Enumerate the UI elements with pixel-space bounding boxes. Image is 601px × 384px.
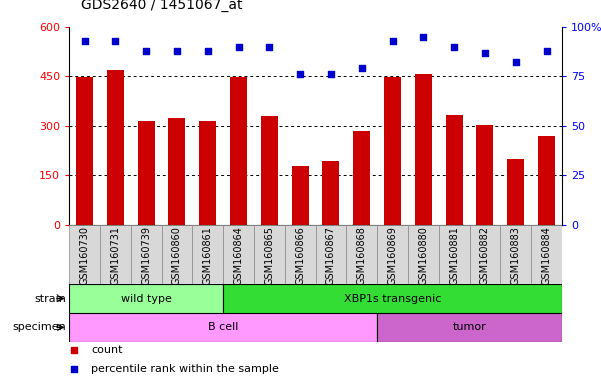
Bar xyxy=(415,74,432,225)
Text: GSM160864: GSM160864 xyxy=(234,227,243,285)
Bar xyxy=(254,225,285,284)
Bar xyxy=(200,121,216,225)
Text: XBP1s transgenic: XBP1s transgenic xyxy=(344,293,441,304)
Bar xyxy=(469,225,501,284)
Text: GSM160865: GSM160865 xyxy=(264,227,274,285)
Bar xyxy=(384,77,401,225)
Bar xyxy=(446,115,463,225)
Bar xyxy=(477,125,493,225)
Bar xyxy=(69,284,223,313)
Text: strain: strain xyxy=(34,293,66,304)
Point xyxy=(357,65,367,71)
Point xyxy=(234,44,243,50)
Point xyxy=(80,38,90,44)
Bar xyxy=(353,131,370,225)
Point xyxy=(356,120,365,126)
Point xyxy=(511,60,520,66)
Point xyxy=(450,44,459,50)
Point xyxy=(480,50,490,56)
Point xyxy=(203,48,213,54)
Bar xyxy=(316,225,346,284)
Point xyxy=(111,38,120,44)
Text: GSM160883: GSM160883 xyxy=(511,227,520,285)
Point xyxy=(542,48,551,54)
Text: B cell: B cell xyxy=(208,322,239,333)
Bar xyxy=(107,70,124,225)
Bar xyxy=(76,77,93,225)
Bar xyxy=(131,225,162,284)
Bar xyxy=(408,225,439,284)
Text: specimen: specimen xyxy=(13,322,66,333)
Text: GSM160881: GSM160881 xyxy=(449,227,459,285)
Text: count: count xyxy=(91,345,123,356)
Bar xyxy=(291,166,308,225)
Point xyxy=(356,293,365,299)
Text: GSM160882: GSM160882 xyxy=(480,227,490,285)
Bar xyxy=(223,284,562,313)
Bar xyxy=(538,136,555,225)
Text: percentile rank within the sample: percentile rank within the sample xyxy=(91,364,279,374)
Text: GSM160866: GSM160866 xyxy=(295,227,305,285)
Point xyxy=(326,71,336,78)
Bar xyxy=(285,225,316,284)
Point xyxy=(295,71,305,78)
Bar xyxy=(377,313,562,342)
Text: GSM160739: GSM160739 xyxy=(141,227,151,285)
Text: GSM160867: GSM160867 xyxy=(326,227,336,285)
Text: tumor: tumor xyxy=(453,322,486,333)
Bar xyxy=(162,225,192,284)
Point xyxy=(264,44,274,50)
Text: GSM160869: GSM160869 xyxy=(388,227,397,285)
Bar xyxy=(192,225,223,284)
Bar xyxy=(507,159,524,225)
Bar xyxy=(69,225,100,284)
Point xyxy=(388,38,397,44)
Text: GSM160884: GSM160884 xyxy=(542,227,552,285)
Text: GSM160880: GSM160880 xyxy=(418,227,429,285)
Bar xyxy=(439,225,469,284)
Point xyxy=(418,34,428,40)
Bar xyxy=(230,77,247,225)
Text: GSM160731: GSM160731 xyxy=(111,227,120,285)
Bar xyxy=(501,225,531,284)
Bar xyxy=(223,225,254,284)
Bar xyxy=(138,121,154,225)
Text: GDS2640 / 1451067_at: GDS2640 / 1451067_at xyxy=(81,0,243,12)
Text: wild type: wild type xyxy=(121,293,171,304)
Bar xyxy=(531,225,562,284)
Text: GSM160868: GSM160868 xyxy=(357,227,367,285)
Bar xyxy=(346,225,377,284)
Text: GSM160730: GSM160730 xyxy=(79,227,90,285)
Text: GSM160860: GSM160860 xyxy=(172,227,182,285)
Bar xyxy=(261,116,278,225)
Bar xyxy=(168,118,185,225)
Bar xyxy=(377,225,408,284)
Bar xyxy=(323,161,340,225)
Text: GSM160861: GSM160861 xyxy=(203,227,213,285)
Point xyxy=(141,48,151,54)
Point xyxy=(172,48,182,54)
Bar xyxy=(69,313,377,342)
Bar xyxy=(100,225,131,284)
